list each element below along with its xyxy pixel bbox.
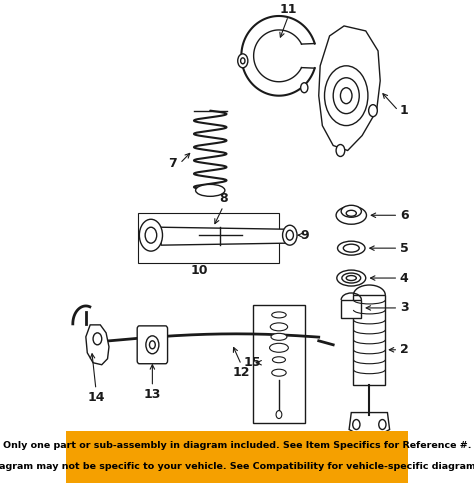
Ellipse shape bbox=[336, 206, 366, 224]
Ellipse shape bbox=[270, 323, 288, 331]
Circle shape bbox=[369, 105, 377, 117]
Circle shape bbox=[145, 227, 157, 243]
Circle shape bbox=[353, 420, 360, 429]
Text: 1: 1 bbox=[400, 104, 409, 117]
Text: 4: 4 bbox=[400, 272, 409, 285]
Circle shape bbox=[336, 145, 345, 156]
Ellipse shape bbox=[342, 273, 361, 283]
Bar bbox=[354, 295, 385, 385]
Bar bbox=[65, 432, 409, 484]
Ellipse shape bbox=[343, 244, 359, 252]
Circle shape bbox=[276, 410, 282, 419]
Text: 10: 10 bbox=[191, 264, 208, 276]
Circle shape bbox=[301, 83, 308, 93]
Circle shape bbox=[283, 225, 297, 245]
Text: 6: 6 bbox=[400, 209, 409, 222]
Circle shape bbox=[340, 88, 352, 104]
Text: 5: 5 bbox=[400, 242, 409, 255]
Circle shape bbox=[241, 58, 245, 64]
Bar bbox=[138, 213, 279, 263]
Bar bbox=[253, 305, 305, 423]
Ellipse shape bbox=[271, 333, 287, 340]
Circle shape bbox=[238, 54, 248, 68]
Text: 3: 3 bbox=[400, 302, 409, 315]
Polygon shape bbox=[86, 325, 109, 365]
Circle shape bbox=[146, 336, 159, 354]
Bar bbox=[65, 1, 409, 432]
Text: 15: 15 bbox=[244, 356, 261, 369]
Text: Diagram may not be specific to your vehicle. See Compatibility for vehicle-speci: Diagram may not be specific to your vehi… bbox=[0, 462, 474, 471]
Text: 13: 13 bbox=[144, 388, 161, 401]
Circle shape bbox=[149, 341, 155, 349]
Circle shape bbox=[379, 420, 386, 429]
Text: 2: 2 bbox=[400, 343, 409, 356]
Ellipse shape bbox=[346, 275, 356, 281]
Text: 7: 7 bbox=[168, 157, 177, 170]
Circle shape bbox=[333, 78, 359, 114]
Text: Only one part or sub-assembly in diagram included. See Item Specifics for Refere: Only one part or sub-assembly in diagram… bbox=[3, 441, 471, 450]
FancyBboxPatch shape bbox=[137, 326, 168, 364]
Circle shape bbox=[286, 230, 293, 240]
Ellipse shape bbox=[337, 270, 366, 286]
Ellipse shape bbox=[273, 357, 285, 363]
Bar bbox=[341, 300, 361, 318]
Ellipse shape bbox=[196, 184, 225, 197]
Ellipse shape bbox=[337, 241, 365, 255]
Text: 9: 9 bbox=[300, 229, 309, 242]
Text: 11: 11 bbox=[280, 2, 297, 15]
Text: 12: 12 bbox=[233, 366, 250, 379]
Ellipse shape bbox=[272, 312, 286, 318]
Text: 8: 8 bbox=[219, 192, 228, 205]
Text: 14: 14 bbox=[87, 391, 105, 404]
Ellipse shape bbox=[341, 205, 361, 217]
Polygon shape bbox=[349, 412, 390, 435]
Ellipse shape bbox=[272, 369, 286, 376]
Ellipse shape bbox=[270, 343, 288, 352]
Circle shape bbox=[139, 219, 163, 251]
Circle shape bbox=[325, 66, 368, 125]
Polygon shape bbox=[161, 227, 290, 245]
Ellipse shape bbox=[346, 210, 356, 216]
Polygon shape bbox=[319, 26, 380, 151]
Circle shape bbox=[93, 333, 102, 345]
